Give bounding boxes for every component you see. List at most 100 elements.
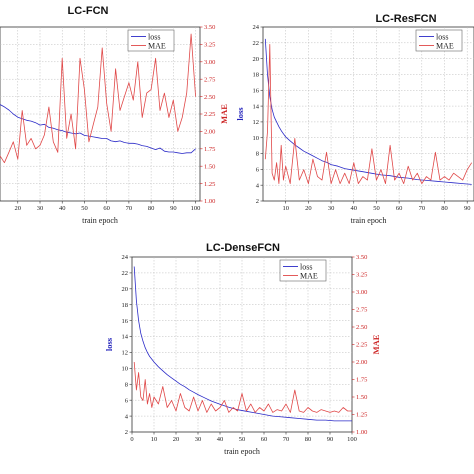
y-left-tick-label: 22	[122, 270, 129, 277]
chart-panel: 10 20 30 40 50 60 70 80 9024681012141618202224tr…	[235, 13, 474, 225]
y-left-tick-label: 20	[122, 286, 129, 293]
y-left-tick-label: 20	[253, 56, 260, 63]
x-tick-label: 40	[351, 205, 358, 212]
y-left-tick-label: 10	[253, 135, 260, 142]
x-tick-label: 30	[195, 436, 202, 443]
y-right-axis-label: MAE	[219, 104, 229, 124]
series-line-mae	[264, 44, 473, 185]
y-left-tick-label: 8	[256, 151, 259, 158]
series-line-mae	[0, 33, 196, 164]
legend-label: loss	[148, 32, 160, 41]
x-axis-label: train epoch	[224, 447, 260, 456]
y-right-tick-label: 1.25	[356, 412, 367, 419]
gridlines	[263, 27, 474, 201]
y-right-tick-label: 2.75	[356, 307, 367, 314]
legend-label: MAE	[148, 41, 166, 50]
y-right-tick-label: 2.00	[356, 359, 367, 366]
y-left-tick-label: 22	[253, 40, 260, 47]
x-tick-label: 90	[327, 436, 334, 443]
y-left-tick-label: 16	[253, 87, 260, 94]
y-right-tick-label: 1.50	[204, 163, 215, 170]
x-tick-label: 70	[283, 436, 290, 443]
x-tick-label: 20	[15, 205, 22, 212]
x-tick-label: 40	[59, 205, 66, 212]
y-right-tick-label: 1.00	[204, 198, 215, 205]
x-tick-label: 50	[239, 436, 246, 443]
y-left-tick-label: 4	[256, 182, 260, 189]
y-right-tick-label: 3.00	[356, 289, 367, 296]
chart-title: LC-ResFCN	[375, 13, 436, 25]
y-right-tick-label: 1.25	[204, 181, 215, 188]
y-left-tick-label: 2	[256, 198, 259, 205]
y-left-tick-label: 14	[122, 334, 129, 341]
y-left-tick-label: 8	[125, 381, 128, 388]
x-tick-label: 100	[191, 205, 201, 212]
y-right-tick-label: 1.00	[356, 429, 367, 436]
x-tick-label: 30	[37, 205, 44, 212]
series-line-loss	[0, 104, 196, 154]
y-left-tick-label: 14	[253, 103, 260, 110]
x-tick-label: 80	[305, 436, 312, 443]
gridlines	[0, 27, 200, 201]
y-left-tick-label: 2	[125, 429, 128, 436]
x-tick-label: 10	[282, 205, 289, 212]
legend-label: MAE	[300, 271, 318, 280]
y-left-tick-label: 12	[122, 350, 129, 357]
x-tick-label: 80	[148, 205, 155, 212]
y-left-tick-label: 6	[125, 397, 129, 404]
y-right-tick-label: 3.50	[356, 254, 367, 261]
y-left-tick-label: 18	[122, 302, 129, 309]
y-left-tick-label: 6	[256, 167, 260, 174]
x-tick-label: 100	[347, 436, 357, 443]
y-left-tick-label: 16	[122, 318, 129, 325]
y-left-tick-label: 12	[253, 119, 260, 126]
y-right-axis-label: MAE	[371, 334, 381, 354]
y-right-tick-label: 3.25	[356, 272, 367, 279]
series-line-loss	[264, 38, 472, 185]
y-left-tick-label: 4	[125, 413, 129, 420]
y-right-tick-label: 1.75	[204, 146, 215, 153]
y-right-tick-label: 3.00	[204, 59, 215, 66]
y-right-tick-label: 3.25	[204, 42, 215, 49]
y-right-tick-label: 1.50	[356, 394, 367, 401]
y-left-tick-label: 10	[122, 366, 129, 373]
y-left-tick-label: 18	[253, 72, 260, 79]
y-right-tick-label: 2.50	[356, 324, 367, 331]
x-tick-label: 20	[305, 205, 312, 212]
legend-label: loss	[300, 262, 312, 271]
x-tick-label: 90	[464, 205, 471, 212]
chart-panel: 0 10 20 30 40 50 60 70 80 90 100246810121416182022…	[104, 242, 381, 456]
y-left-axis-label: loss	[235, 107, 245, 121]
x-tick-label: 80	[441, 205, 448, 212]
x-tick-label: 40	[217, 436, 224, 443]
x-tick-label: 30	[328, 205, 335, 212]
y-right-tick-label: 2.75	[204, 76, 215, 83]
x-tick-label: 70	[126, 205, 133, 212]
x-tick-label: 10	[151, 436, 158, 443]
x-tick-label: 50	[81, 205, 88, 212]
y-left-tick-label: 24	[253, 24, 260, 31]
y-right-tick-label: 2.25	[204, 111, 215, 118]
x-tick-label: 70	[419, 205, 426, 212]
x-axis-label: train epoch	[82, 216, 118, 225]
chart-title: LC-FCN	[68, 5, 109, 17]
x-tick-label: 60	[103, 205, 110, 212]
series-group	[133, 266, 352, 422]
x-tick-label: 60	[261, 436, 268, 443]
series-line-mae	[133, 361, 352, 413]
x-tick-label: 90	[170, 205, 177, 212]
legend-label: MAE	[436, 41, 454, 50]
series-group	[0, 33, 196, 164]
chart-title: LC-DenseFCN	[206, 242, 280, 254]
y-right-tick-label: 2.00	[204, 129, 215, 136]
x-tick-label: 60	[396, 205, 403, 212]
y-right-tick-label: 2.50	[204, 94, 215, 101]
series-group	[264, 38, 473, 185]
x-axis-label: train epoch	[351, 216, 387, 225]
series-line-loss	[133, 266, 352, 422]
y-left-tick-label: 24	[122, 254, 129, 261]
